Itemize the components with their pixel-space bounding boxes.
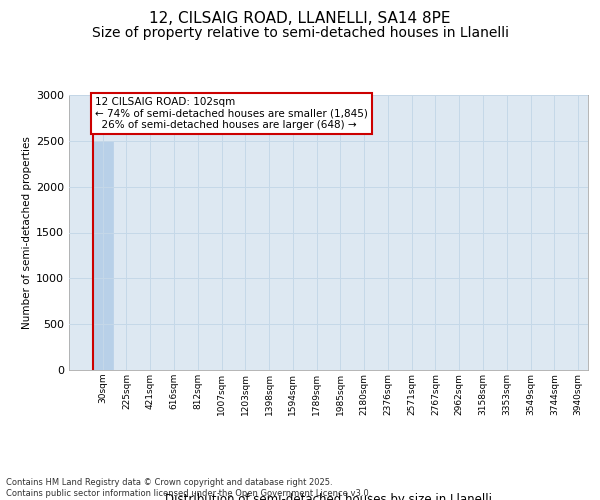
Text: Contains HM Land Registry data © Crown copyright and database right 2025.
Contai: Contains HM Land Registry data © Crown c…	[6, 478, 371, 498]
Bar	[92, 142, 113, 370]
Text: 12 CILSAIG ROAD: 102sqm
← 74% of semi-detached houses are smaller (1,845)
  26% : 12 CILSAIG ROAD: 102sqm ← 74% of semi-de…	[95, 97, 368, 130]
X-axis label: Distribution of semi-detached houses by size in Llanelli: Distribution of semi-detached houses by …	[165, 492, 492, 500]
Y-axis label: Number of semi-detached properties: Number of semi-detached properties	[22, 136, 32, 329]
Text: 12, CILSAIG ROAD, LLANELLI, SA14 8PE: 12, CILSAIG ROAD, LLANELLI, SA14 8PE	[149, 11, 451, 26]
Text: Size of property relative to semi-detached houses in Llanelli: Size of property relative to semi-detach…	[91, 26, 509, 40]
